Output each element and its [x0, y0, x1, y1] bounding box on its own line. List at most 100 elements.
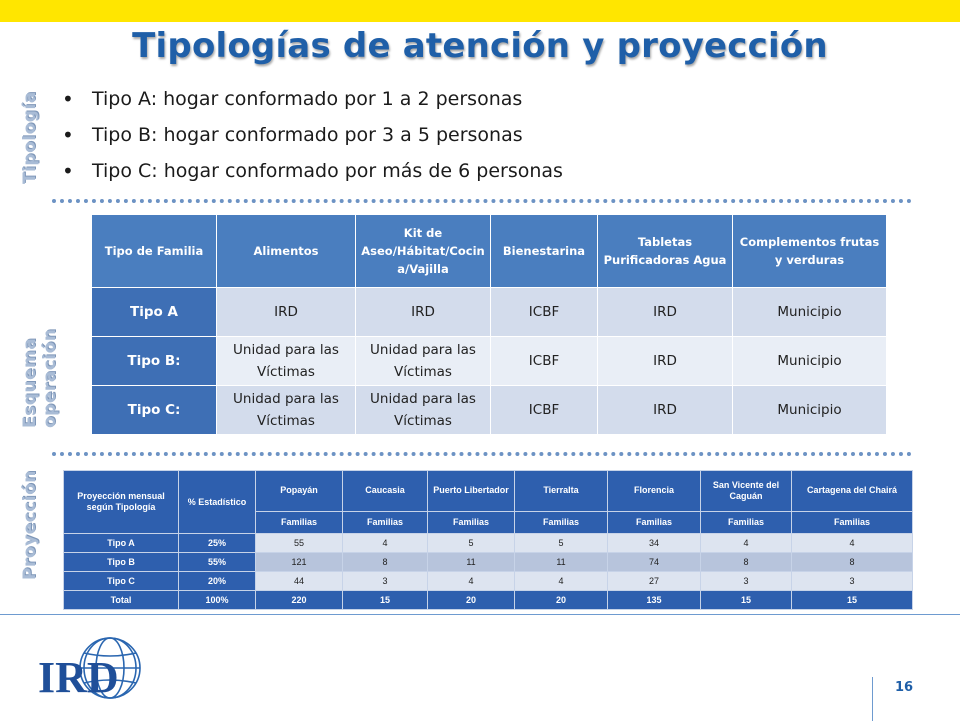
table-cell: 20 [427, 590, 515, 610]
table-row: Tipo A 25% 55 4 5 5 34 4 4 [63, 533, 913, 553]
table-cell: ICBF [490, 385, 598, 435]
column-header: Alimentos [216, 214, 356, 288]
column-header: Proyección mensual según Tipología [63, 470, 179, 534]
globe-icon [79, 637, 141, 699]
side-label-proyeccion: Proyección [20, 470, 40, 580]
table-cell: 3 [791, 571, 913, 591]
bullet-dot-icon: • [62, 87, 74, 111]
table-cell: Municipio [732, 385, 887, 435]
column-header: Kit de Aseo/Hábitat/Cocin a/Vajilla [355, 214, 491, 288]
bullet-item: • Tipo B: hogar conformado por 3 a 5 pers… [62, 123, 523, 147]
table-cell: 5 [514, 533, 608, 553]
subheader-cell: Familias [700, 510, 792, 535]
table-row: Tipo A IRD IRD ICBF IRD Municipio [91, 287, 887, 337]
percent-cell: 100% [178, 590, 256, 610]
subheader-cell: Familias [791, 510, 913, 535]
row-header: Total [63, 590, 179, 610]
projection-table: Proyección mensual según Tipología % Est… [63, 470, 913, 610]
logo-text: IRD [38, 653, 119, 702]
subheader-cell: Familias [342, 510, 428, 535]
dotted-divider-2 [52, 452, 912, 456]
dotted-divider-1 [52, 199, 912, 203]
table-cell: IRD [355, 287, 491, 337]
column-header: Tabletas Purificadoras Agua [597, 214, 733, 288]
table-cell: 44 [255, 571, 343, 591]
ird-logo: IRD [38, 637, 141, 702]
table-cell: 3 [342, 571, 428, 591]
subheader-cell: Familias [607, 510, 701, 535]
table-header-row: Tipo de Familia Alimentos Kit de Aseo/Há… [91, 214, 887, 288]
table-row: Tipo B: Unidad para las Víctimas Unidad … [91, 336, 887, 386]
table-cell: 4 [791, 533, 913, 553]
percent-cell: 20% [178, 571, 256, 591]
table-cell: 15 [700, 590, 792, 610]
table-cell: 15 [342, 590, 428, 610]
table-cell: 11 [427, 552, 515, 572]
table-cell: Unidad para las Víctimas [355, 336, 491, 386]
page-number: 16 [895, 680, 914, 695]
typology-bullet-list: • Tipo A: hogar conformado por 1 a 2 pers… [62, 86, 563, 194]
column-header: Complementos frutas y verduras [732, 214, 887, 288]
table-cell: Municipio [732, 287, 887, 337]
table-cell: 27 [607, 571, 701, 591]
top-accent-bar [0, 0, 960, 22]
column-header: Tipo de Familia [91, 214, 217, 288]
table-cell: 4 [514, 571, 608, 591]
table-cell: 4 [700, 533, 792, 553]
table-cell: Unidad para las Víctimas [216, 336, 356, 386]
table-total-row: Total 100% 220 15 20 20 135 15 15 [63, 590, 913, 610]
table-cell: 8 [342, 552, 428, 572]
table-cell: 15 [791, 590, 913, 610]
side-label-esquema: Esquema operación [20, 328, 60, 428]
operation-schema-table: Tipo de Familia Alimentos Kit de Aseo/Há… [91, 214, 887, 435]
table-row: Tipo B 55% 121 8 11 11 74 8 8 [63, 552, 913, 572]
table-cell: 4 [427, 571, 515, 591]
table-cell: 55 [255, 533, 343, 553]
row-header: Tipo A [63, 533, 179, 553]
city-header: Popayán [255, 470, 343, 512]
city-header: Tierralta [514, 470, 608, 512]
bullet-dot-icon: • [62, 159, 74, 183]
table-cell: ICBF [490, 336, 598, 386]
subheader-cell: Familias [514, 510, 608, 535]
slide-title: Tipologías de atención y proyección [132, 26, 828, 66]
row-header: Tipo C [63, 571, 179, 591]
table-cell: 5 [427, 533, 515, 553]
table-cell: 135 [607, 590, 701, 610]
subheader-cell: Familias [255, 510, 343, 535]
bullet-dot-icon: • [62, 123, 74, 147]
table-cell: Unidad para las Víctimas [216, 385, 356, 435]
column-header: % Estadístico [178, 470, 256, 534]
city-header: Puerto Libertador [427, 470, 515, 512]
table-cell: ICBF [490, 287, 598, 337]
table-cell: 121 [255, 552, 343, 572]
city-header: Cartagena del Chairá [791, 470, 913, 512]
table-row: Tipo C 20% 44 3 4 4 27 3 3 [63, 571, 913, 591]
table-header-row: Proyección mensual según Tipología % Est… [63, 470, 913, 534]
footer-divider [0, 614, 960, 615]
city-header: Caucasia [342, 470, 428, 512]
table-subheader-row: Familias Familias Familias Familias Fami… [64, 510, 913, 535]
city-header: San Vicente del Caguán [700, 470, 792, 512]
city-header: Florencia [607, 470, 701, 512]
row-header: Tipo A [91, 287, 217, 337]
table-cell: 8 [791, 552, 913, 572]
subheader-cell: Familias [427, 510, 515, 535]
table-cell: IRD [597, 336, 733, 386]
table-cell: 20 [514, 590, 608, 610]
table-cell: Unidad para las Víctimas [355, 385, 491, 435]
table-cell: 74 [607, 552, 701, 572]
percent-cell: 25% [178, 533, 256, 553]
table-cell: 34 [607, 533, 701, 553]
table-cell: Municipio [732, 336, 887, 386]
bullet-item: • Tipo A: hogar conformado por 1 a 2 pers… [62, 87, 523, 111]
table-cell: 220 [255, 590, 343, 610]
side-label-tipologia: Tipología [20, 91, 40, 184]
footer-separator [872, 677, 873, 721]
column-header: Bienestarina [490, 214, 598, 288]
row-header: Tipo C: [91, 385, 217, 435]
bullet-item: • Tipo C: hogar conformado por más de 6 p… [62, 159, 563, 183]
table-cell: 4 [342, 533, 428, 553]
table-cell: 11 [514, 552, 608, 572]
table-cell: 8 [700, 552, 792, 572]
